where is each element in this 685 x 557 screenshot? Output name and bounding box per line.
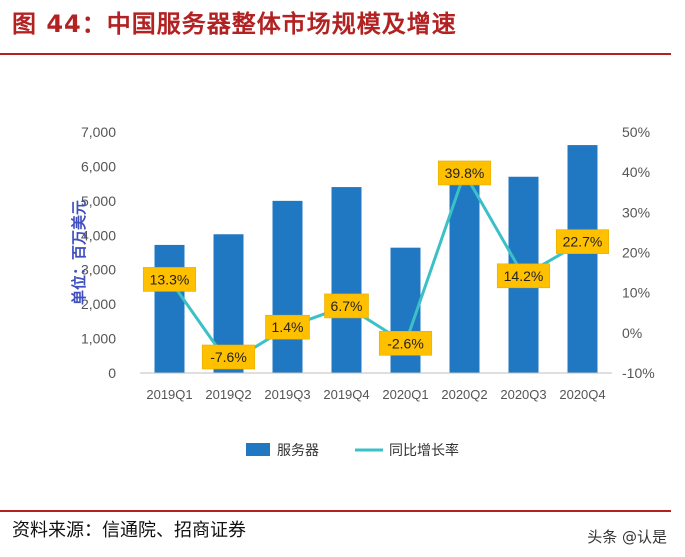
source-note: 资料来源：信通院、招商证券: [12, 520, 246, 541]
legend-swatch-bar: [246, 443, 270, 456]
y2-tick-label: 40%: [622, 164, 650, 180]
y-tick-label: 5,000: [81, 193, 116, 209]
y-tick-label: 2,000: [81, 296, 116, 312]
bar: [154, 244, 185, 373]
data-label: 22.7%: [563, 234, 603, 250]
data-label-box: [142, 267, 197, 292]
legend-label-bar: 服务器: [277, 442, 319, 458]
data-label-box: [496, 263, 551, 289]
x-tick-label: 2019Q4: [323, 387, 369, 402]
bar: [567, 145, 598, 373]
y2-tick-label: 0%: [622, 325, 642, 341]
y-tick-label: 4,000: [81, 227, 116, 243]
data-label: 1.4%: [272, 319, 304, 335]
y2-tick-label: 10%: [622, 285, 650, 301]
chart-title: 图 44：中国服务器整体市场规模及增速: [12, 10, 457, 38]
x-tick-label: 2019Q3: [264, 387, 310, 402]
y2-tick-label: 30%: [622, 204, 650, 220]
bar: [272, 200, 303, 373]
x-tick-label: 2019Q2: [205, 387, 251, 402]
data-label-box: [265, 314, 310, 340]
y2-tick-label: 20%: [622, 245, 650, 261]
bar: [331, 187, 362, 373]
legend-label-line: 同比增长率: [389, 442, 459, 458]
watermark: 头条 @认是: [587, 528, 667, 546]
x-tick-label: 2020Q3: [500, 387, 546, 402]
data-label: 39.8%: [445, 165, 485, 181]
y-tick-label: 3,000: [81, 262, 116, 278]
y-tick-label: 7,000: [81, 124, 116, 140]
data-label-box: [201, 344, 256, 370]
y-tick-label: 0: [108, 365, 116, 381]
data-label: 14.2%: [504, 268, 544, 284]
data-label-box: [437, 160, 492, 186]
data-label-box: [324, 293, 369, 319]
y-tick-label: 6,000: [81, 158, 116, 174]
y-axis-title: 单位：百万美元: [70, 200, 88, 305]
y-tick-label: 1,000: [81, 331, 116, 347]
data-label: 6.7%: [331, 298, 363, 314]
data-label: -2.6%: [387, 335, 424, 351]
x-tick-label: 2020Q1: [382, 387, 428, 402]
data-label: 13.3%: [150, 271, 190, 287]
data-label: -7.6%: [210, 349, 247, 365]
source-divider: [0, 510, 671, 512]
y2-tick-label: -10%: [622, 365, 655, 381]
bar: [449, 179, 480, 373]
data-label-box: [555, 229, 610, 254]
data-label-box: [378, 330, 433, 356]
title-divider: [0, 53, 671, 55]
x-tick-label: 2019Q1: [146, 387, 192, 402]
y2-tick-label: 50%: [622, 124, 650, 140]
x-tick-label: 2020Q2: [441, 387, 487, 402]
x-tick-label: 2020Q4: [559, 387, 605, 402]
